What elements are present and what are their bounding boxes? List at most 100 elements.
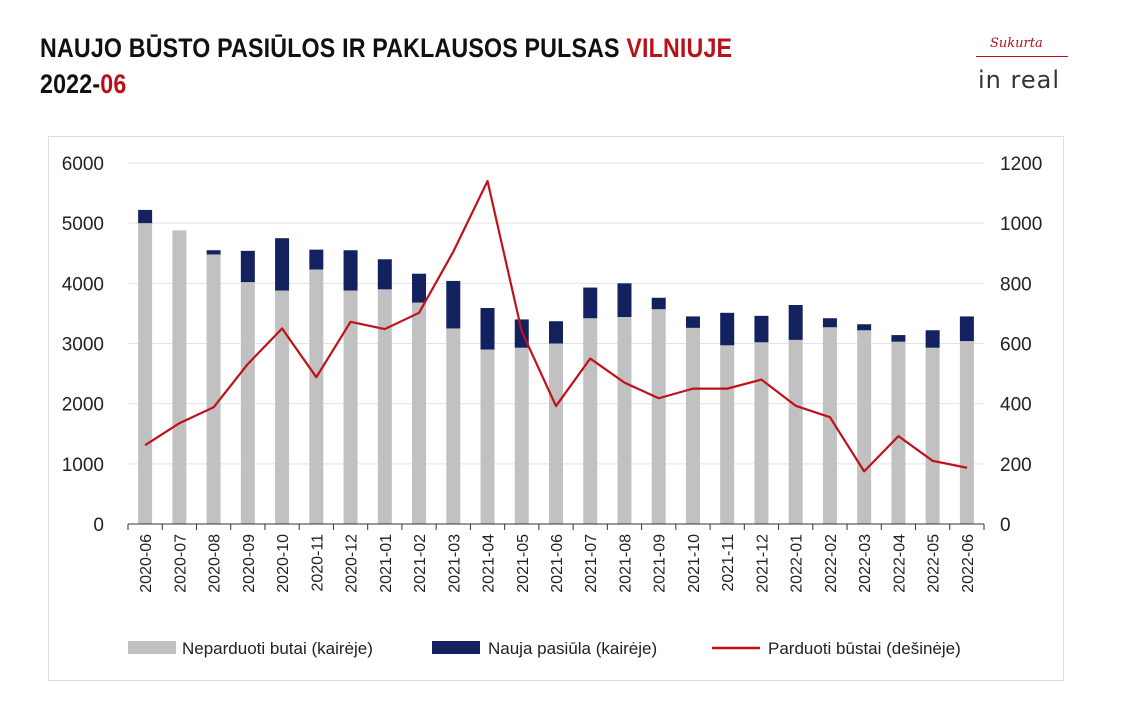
x-tick-label: 2022-02 bbox=[823, 534, 840, 593]
bars bbox=[138, 209, 974, 525]
y-right-tick-label: 200 bbox=[1000, 455, 1032, 476]
date-accent: 06 bbox=[100, 69, 127, 99]
bar-new-supply bbox=[857, 324, 872, 331]
bar-unsold bbox=[549, 343, 563, 524]
axes: 0 1000 2000 3000 4000 5000 6000 0 200 400 600 800 10… bbox=[62, 154, 1043, 593]
bar-unsold bbox=[343, 290, 358, 524]
bar-unsold bbox=[822, 327, 837, 524]
x-tick-label: 2021-11 bbox=[720, 534, 737, 592]
bar-unsold bbox=[959, 341, 974, 524]
bar-new-supply bbox=[309, 249, 324, 270]
title-block: NAUJO BŪSTO PASIŪLOS IR PAKLAUSOS PULSAS… bbox=[40, 30, 845, 102]
x-tick-label: 2021-10 bbox=[686, 534, 703, 593]
x-tick-label: 2022-04 bbox=[891, 534, 908, 593]
bar-new-supply bbox=[720, 312, 735, 346]
bar-new-supply bbox=[754, 315, 769, 343]
y-right-tick-label: 0 bbox=[1000, 515, 1011, 536]
y-right-tick-label: 600 bbox=[1000, 335, 1032, 356]
legend-swatch-unsold bbox=[128, 641, 176, 654]
bar-unsold bbox=[891, 341, 906, 524]
chart-date: 2022-06 bbox=[40, 66, 732, 102]
bar-new-supply bbox=[788, 304, 803, 340]
y-left-tick-label: 5000 bbox=[62, 214, 104, 235]
bar-new-supply bbox=[959, 316, 974, 342]
y-right-tick-label: 1200 bbox=[1000, 154, 1042, 175]
x-tick-label: 2021-06 bbox=[549, 534, 566, 593]
y-right-tick-label: 1000 bbox=[1000, 214, 1042, 235]
logo-underline bbox=[976, 56, 1068, 57]
legend-label-new-supply: Nauja pasiūla (kairėje) bbox=[488, 639, 657, 658]
bar-unsold bbox=[172, 230, 187, 525]
bar-new-supply bbox=[343, 250, 358, 291]
y-left-tick-label: 4000 bbox=[62, 274, 104, 295]
x-tick-label: 2022-03 bbox=[857, 534, 874, 593]
logo-main-text: in real bbox=[978, 66, 1060, 94]
x-tick-label: 2021-09 bbox=[652, 534, 669, 593]
legend-label-sold: Parduoti būstai (dešinėje) bbox=[768, 639, 961, 658]
bar-new-supply bbox=[377, 259, 392, 290]
x-tick-label: 2021-05 bbox=[515, 534, 532, 593]
x-tick-label: 2021-02 bbox=[412, 534, 429, 593]
x-tick-label: 2020-08 bbox=[207, 534, 224, 593]
bar-unsold bbox=[377, 289, 392, 524]
x-tick-label: 2022-06 bbox=[960, 534, 977, 593]
bar-new-supply bbox=[480, 308, 495, 350]
inreal-logo: Sukurta in real bbox=[968, 34, 1078, 104]
title-main: NAUJO BŪSTO PASIŪLOS IR PAKLAUSOS PULSAS bbox=[40, 33, 627, 63]
bar-unsold bbox=[240, 282, 255, 524]
x-tick-label: 2020-12 bbox=[344, 534, 361, 593]
bar-new-supply bbox=[138, 209, 153, 224]
legend-swatch-new-supply bbox=[432, 641, 480, 654]
legend-label-unsold: Neparduoti butai (kairėje) bbox=[182, 639, 373, 658]
sold-line-group bbox=[144, 179, 968, 473]
bar-new-supply bbox=[206, 250, 221, 255]
date-main: 2022- bbox=[40, 69, 101, 99]
bar-new-supply bbox=[549, 321, 563, 344]
x-tick-label: 2021-07 bbox=[583, 534, 600, 593]
bar-unsold bbox=[275, 290, 290, 524]
y-left-tick-label: 2000 bbox=[62, 395, 104, 416]
bar-new-supply bbox=[822, 318, 837, 328]
bar-unsold bbox=[446, 328, 461, 524]
x-tick-label: 2022-01 bbox=[789, 534, 806, 593]
bar-unsold bbox=[651, 309, 666, 524]
legend: Neparduoti butai (kairėje) Nauja pasiūla … bbox=[128, 639, 961, 658]
bar-unsold bbox=[412, 302, 427, 524]
x-tick-label: 2021-12 bbox=[754, 534, 771, 593]
bar-new-supply bbox=[412, 273, 427, 303]
bar-unsold bbox=[480, 349, 495, 524]
bar-new-supply bbox=[240, 250, 255, 283]
x-tick-label: 2020-06 bbox=[138, 534, 155, 593]
x-tick-label: 2021-04 bbox=[481, 534, 498, 593]
bar-unsold bbox=[925, 347, 940, 524]
bar-unsold bbox=[685, 327, 700, 524]
bar-new-supply bbox=[891, 335, 906, 342]
y-left-tick-label: 6000 bbox=[62, 154, 104, 175]
bar-unsold bbox=[788, 339, 803, 524]
x-tick-label: 2021-03 bbox=[446, 534, 463, 593]
y-left-tick-label: 3000 bbox=[62, 335, 104, 356]
bar-unsold bbox=[857, 330, 872, 524]
bar-new-supply bbox=[617, 283, 632, 318]
chart-title: NAUJO BŪSTO PASIŪLOS IR PAKLAUSOS PULSAS… bbox=[40, 30, 732, 66]
y-right-tick-label: 400 bbox=[1000, 395, 1032, 416]
x-tick-label: 2020-09 bbox=[241, 534, 258, 593]
bar-new-supply bbox=[446, 280, 461, 329]
bar-unsold bbox=[583, 318, 598, 524]
bar-new-supply bbox=[583, 287, 598, 319]
bar-unsold bbox=[617, 317, 632, 524]
x-tick-label: 2021-01 bbox=[378, 534, 395, 593]
x-tick-label: 2022-05 bbox=[926, 534, 943, 593]
bar-unsold bbox=[138, 223, 153, 524]
bar-unsold bbox=[514, 347, 529, 524]
x-tick-label: 2020-11 bbox=[309, 534, 326, 592]
x-tick-label: 2021-08 bbox=[617, 534, 634, 593]
bar-new-supply bbox=[685, 316, 700, 328]
bar-new-supply bbox=[275, 238, 290, 291]
bar-new-supply bbox=[651, 297, 666, 310]
bar-unsold bbox=[720, 345, 735, 524]
logo-sub-text: Sukurta bbox=[990, 36, 1043, 51]
y-left-tick-label: 0 bbox=[93, 515, 104, 536]
bar-new-supply bbox=[925, 330, 940, 348]
bar-unsold bbox=[206, 254, 221, 524]
